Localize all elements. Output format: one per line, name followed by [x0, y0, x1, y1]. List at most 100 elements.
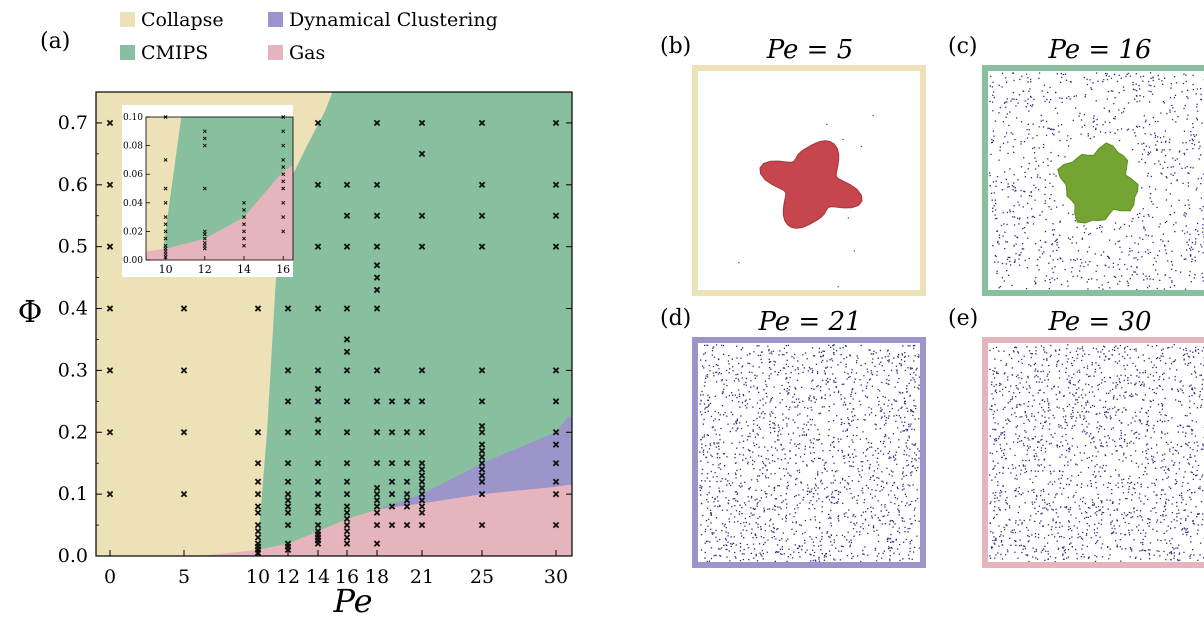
particle	[830, 541, 832, 543]
particle	[1004, 437, 1006, 439]
particle	[1181, 404, 1183, 406]
data-point	[418, 466, 426, 473]
particle	[823, 406, 825, 408]
particle	[1200, 93, 1202, 96]
particle	[1033, 449, 1035, 451]
particle	[1095, 475, 1097, 477]
particle	[1042, 161, 1044, 164]
particle	[1065, 439, 1067, 442]
particle	[822, 355, 824, 357]
particle	[804, 406, 806, 409]
particle	[830, 517, 832, 519]
particle	[1074, 454, 1076, 456]
particle	[992, 370, 994, 372]
particle	[760, 489, 763, 491]
particle	[1174, 159, 1176, 161]
particle	[765, 457, 767, 460]
particle	[831, 496, 833, 498]
particle	[1115, 345, 1117, 347]
particle	[704, 352, 706, 354]
region-cmips	[255, 92, 572, 556]
particle	[1112, 427, 1114, 429]
particle	[718, 419, 720, 421]
particle	[990, 153, 992, 155]
particle	[751, 528, 753, 530]
particle	[1038, 249, 1040, 251]
phase-regions	[96, 92, 573, 556]
inset-data-point	[281, 129, 286, 134]
particle	[900, 363, 902, 365]
particle	[1014, 454, 1016, 457]
particle	[713, 443, 715, 445]
particle	[1137, 143, 1139, 145]
particle	[723, 525, 726, 527]
particle	[862, 523, 864, 525]
particle	[739, 550, 741, 552]
particle	[1015, 189, 1017, 192]
particle	[1033, 491, 1035, 493]
particle	[1046, 398, 1049, 400]
particle	[1172, 107, 1174, 109]
particle	[702, 394, 704, 396]
particle	[794, 353, 796, 355]
particle	[1139, 493, 1141, 495]
particle	[1195, 134, 1197, 136]
particle	[1030, 365, 1032, 367]
particle	[1103, 428, 1106, 430]
particle	[1186, 425, 1188, 427]
particle	[1085, 410, 1088, 413]
particle	[1193, 134, 1195, 136]
particle	[719, 414, 721, 416]
particle	[1013, 174, 1015, 176]
particle	[1120, 429, 1122, 432]
particle	[837, 286, 839, 288]
particle	[907, 345, 909, 347]
particle	[894, 497, 897, 499]
particle	[1178, 544, 1180, 546]
particle	[1056, 365, 1058, 367]
particle	[995, 255, 997, 258]
particle	[1127, 514, 1129, 516]
particle	[747, 496, 749, 498]
particle	[1139, 100, 1141, 102]
particle	[851, 371, 853, 374]
particle	[1030, 95, 1032, 98]
particle	[851, 480, 853, 482]
particle	[994, 476, 996, 478]
particle	[1173, 462, 1176, 464]
particle	[909, 367, 912, 369]
particle	[1028, 110, 1030, 112]
particle	[916, 497, 919, 500]
particle	[1151, 455, 1153, 457]
particle	[1146, 412, 1148, 414]
particle	[1182, 82, 1185, 85]
particle	[915, 374, 917, 376]
particle	[1140, 558, 1142, 560]
particle	[1097, 451, 1099, 453]
particle	[1044, 379, 1046, 381]
particle	[1122, 111, 1125, 113]
particle	[756, 505, 758, 507]
particle	[919, 376, 921, 378]
particle	[1146, 430, 1148, 432]
particle	[1183, 527, 1185, 529]
particle	[818, 347, 821, 350]
particle	[717, 412, 720, 414]
particle	[1152, 241, 1154, 244]
particle	[1024, 176, 1026, 178]
particle	[757, 412, 760, 414]
particle	[1019, 78, 1021, 81]
particle	[989, 452, 991, 454]
particle	[703, 454, 705, 456]
particle	[892, 521, 895, 523]
particle	[855, 362, 858, 364]
particle	[821, 443, 823, 445]
particle	[1038, 441, 1040, 443]
particle	[1056, 540, 1058, 542]
particle	[1027, 202, 1029, 204]
particle	[914, 443, 917, 445]
particle	[836, 470, 838, 472]
y-axis-ticks: 0.00.10.20.30.40.50.60.7	[58, 91, 572, 567]
particle	[787, 538, 789, 540]
particle	[1179, 381, 1181, 383]
